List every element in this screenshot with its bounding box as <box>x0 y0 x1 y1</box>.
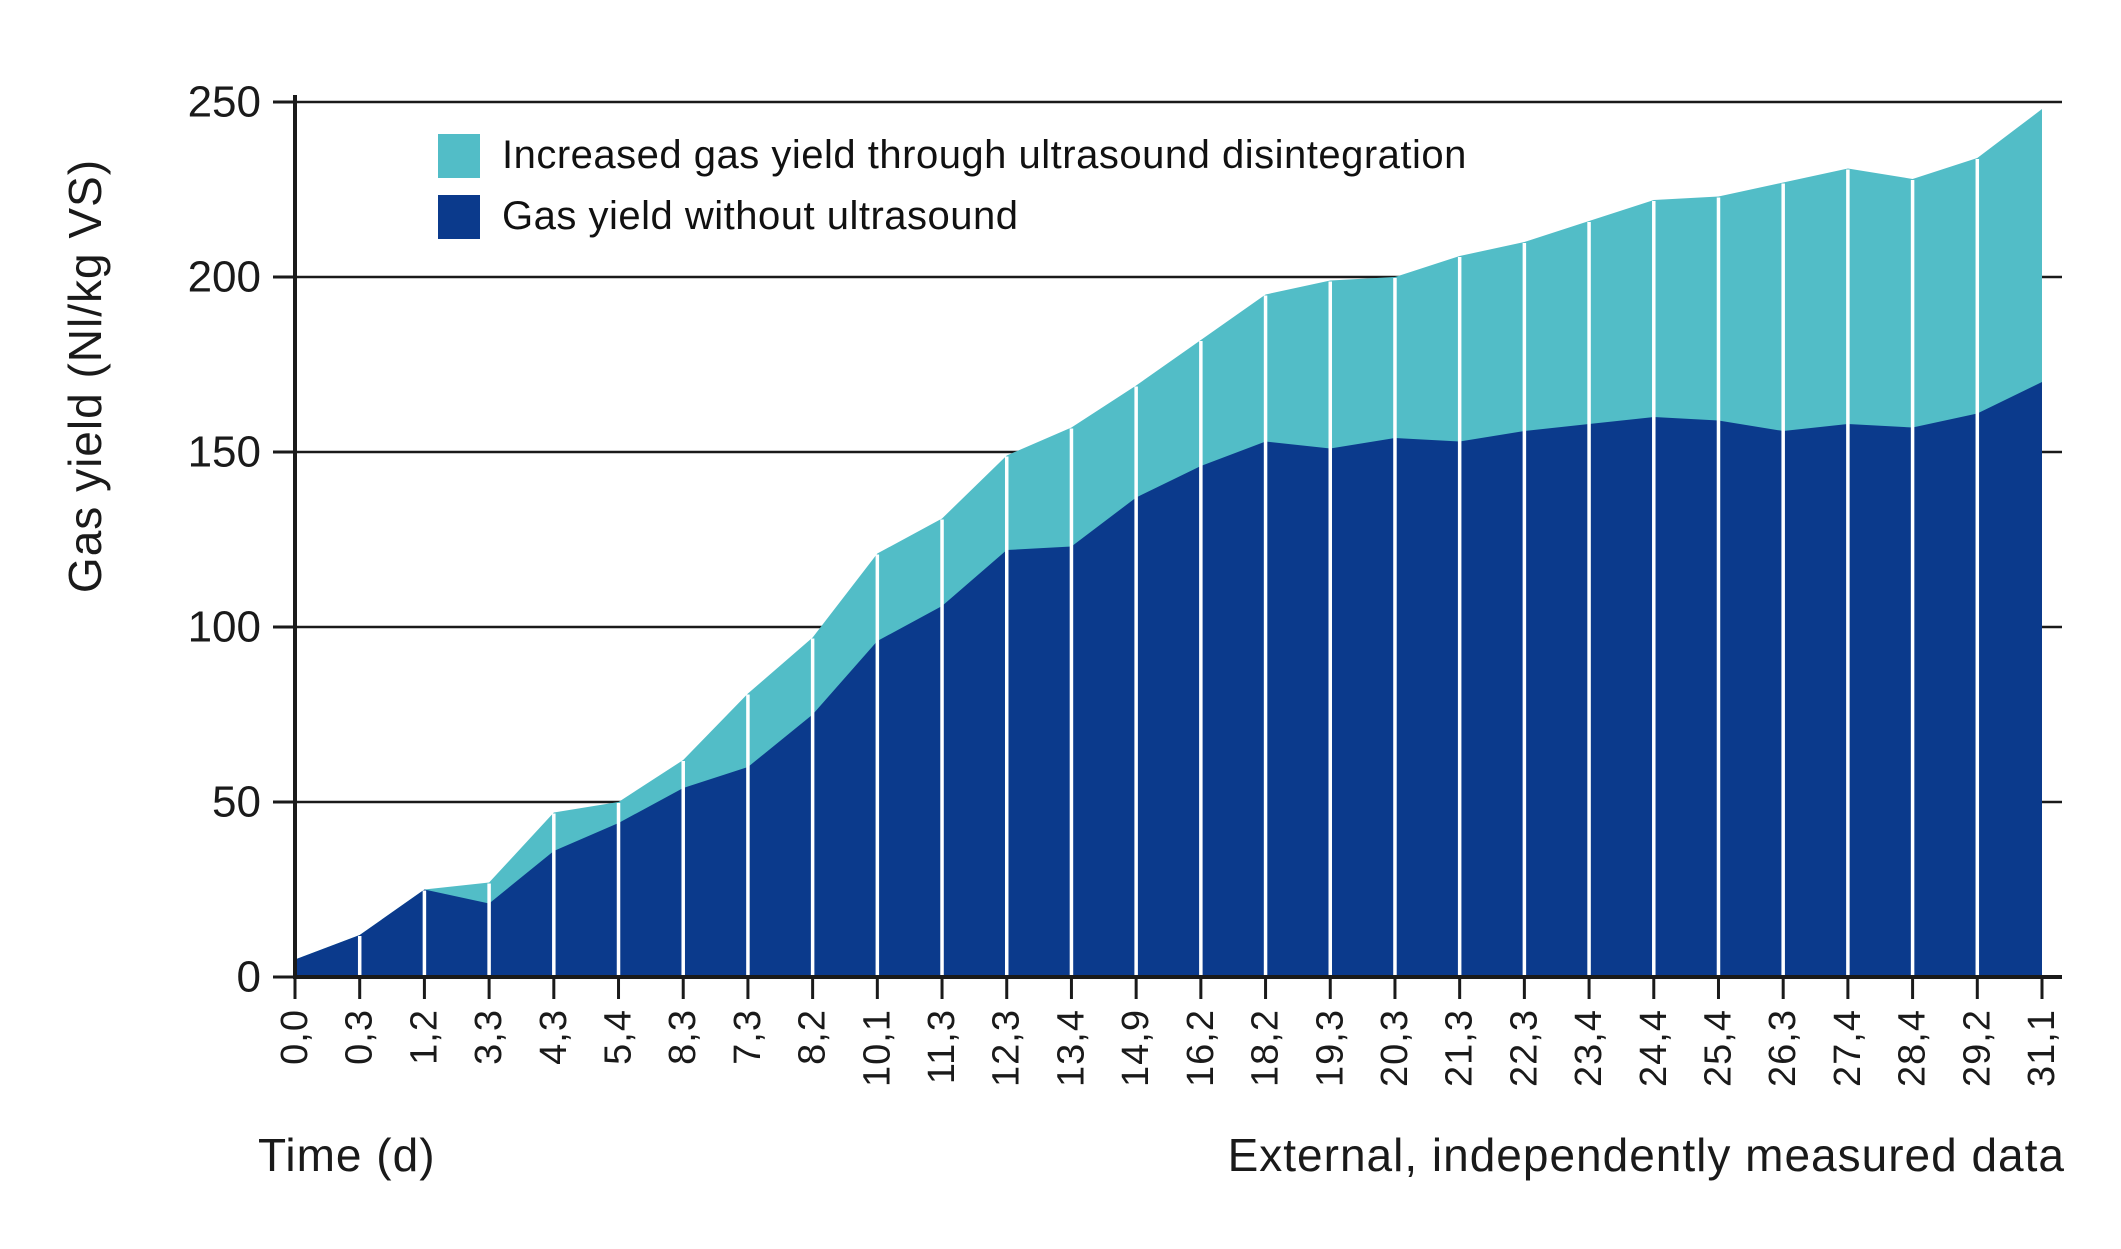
x-tick-label: 27,4 <box>1827 1009 1869 1087</box>
footer-row: Time (d) External, independently measure… <box>258 1128 2065 1182</box>
y-tick-label: 150 <box>188 428 261 477</box>
x-tick-label: 19,3 <box>1309 1009 1351 1087</box>
x-tick-label: 18,2 <box>1245 1009 1287 1087</box>
legend-swatch-navy <box>438 194 480 239</box>
x-tick-label: 12,3 <box>986 1009 1028 1087</box>
footnote-text: External, independently measured data <box>1227 1129 2065 1181</box>
legend-label-without-ultrasound: Gas yield without ultrasound <box>502 194 1019 238</box>
y-tick-label: 50 <box>212 778 261 827</box>
legend-swatch-teal <box>438 133 480 178</box>
x-tick-label: 7,3 <box>727 1009 769 1065</box>
x-tick-label: 25,4 <box>1697 1009 1739 1087</box>
chart-legend: Increased gas yield through ultrasound d… <box>438 133 1467 239</box>
x-tick-label: 14,9 <box>1115 1009 1157 1087</box>
legend-item-increased-yield: Increased gas yield through ultrasound d… <box>438 133 1467 178</box>
x-tick-label: 8,2 <box>792 1009 834 1065</box>
x-tick-label: 10,1 <box>856 1009 898 1087</box>
legend-label-increased-yield: Increased gas yield through ultrasound d… <box>502 133 1467 177</box>
x-tick-label: 21,3 <box>1439 1009 1481 1087</box>
x-tick-label: 0,0 <box>274 1009 316 1065</box>
x-axis-title: Time (d) <box>258 1129 436 1181</box>
y-tick-label: 100 <box>188 603 261 652</box>
x-tick-label: 4,3 <box>533 1009 575 1065</box>
y-tick-label: 250 <box>188 78 261 127</box>
x-tick-label: 8,3 <box>662 1009 704 1065</box>
x-tick-label: 22,3 <box>1503 1009 1545 1087</box>
y-tick-label: 0 <box>237 953 261 1002</box>
x-tick-label: 11,3 <box>921 1009 963 1084</box>
y-tick-label: 200 <box>188 253 261 302</box>
x-tick-label: 5,4 <box>598 1009 640 1065</box>
x-tick-label: 0,3 <box>339 1009 381 1065</box>
area-gas-yield-without-ultrasound <box>295 382 2042 977</box>
x-tick-label: 29,2 <box>1956 1009 1998 1087</box>
x-tick-label: 24,4 <box>1633 1009 1675 1087</box>
x-tick-label: 28,4 <box>1892 1009 1934 1087</box>
x-tick-label: 16,2 <box>1180 1009 1222 1087</box>
x-tick-label: 26,3 <box>1762 1009 1804 1087</box>
x-tick-label: 3,3 <box>468 1009 510 1065</box>
x-tick-label: 23,4 <box>1568 1009 1610 1087</box>
x-tick-label: 31,1 <box>2021 1009 2063 1087</box>
x-tick-label: 13,4 <box>1050 1009 1092 1087</box>
legend-item-without-ultrasound: Gas yield without ultrasound <box>438 194 1467 239</box>
y-axis-title: Gas yield (Nl/kg VS) <box>59 158 111 594</box>
x-tick-label: 1,2 <box>403 1009 445 1065</box>
x-tick-label: 20,3 <box>1374 1009 1416 1087</box>
